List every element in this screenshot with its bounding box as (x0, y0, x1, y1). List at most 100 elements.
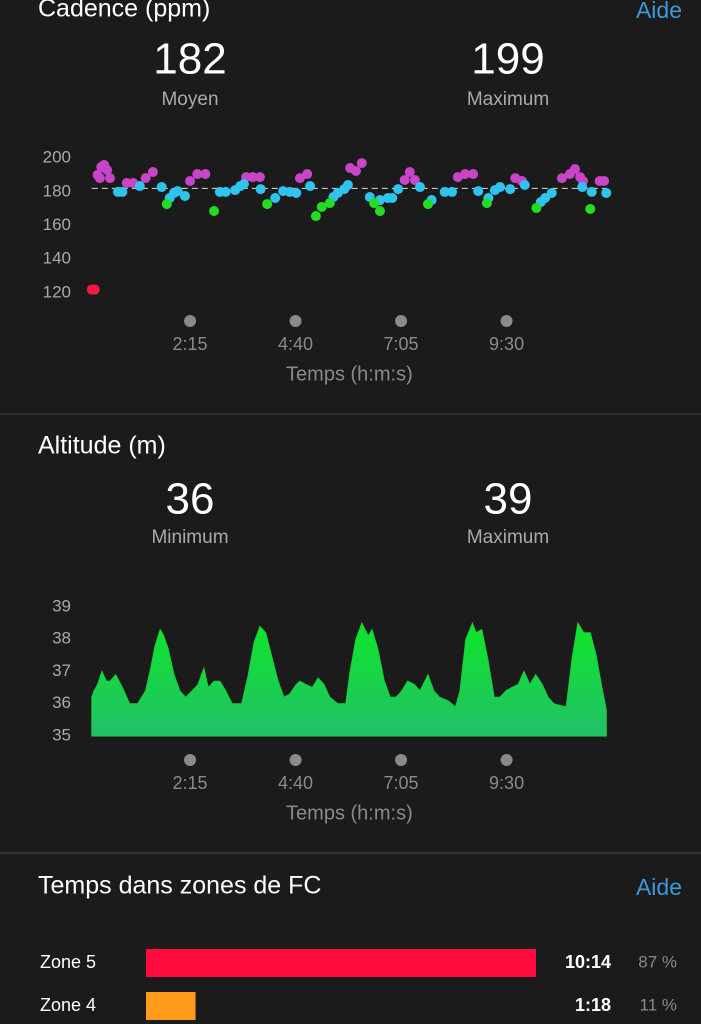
help-link[interactable]: Aide (636, 874, 682, 900)
cadence-point (439, 186, 450, 197)
cadence-point (387, 193, 398, 204)
cadence-point (468, 169, 479, 180)
cadence-point (414, 182, 425, 193)
cadence-point (409, 174, 420, 185)
cadence-point (374, 205, 385, 216)
cadence-point (556, 173, 567, 184)
cadence-point (569, 163, 580, 174)
cadence-point (238, 179, 249, 190)
cadence-point (294, 173, 305, 184)
section-title: Temps dans zones de FC (38, 872, 321, 900)
y-tick-label: 36 (52, 693, 71, 712)
cadence-point (399, 174, 410, 185)
cadence-point (546, 187, 557, 198)
zone-label: Zone 5 (40, 952, 96, 972)
cadence-point (192, 169, 203, 180)
cadence-point (255, 184, 266, 195)
cadence-point (356, 158, 367, 169)
x-axis-title: Temps (h:m:s) (286, 363, 413, 385)
cadence-point (519, 180, 530, 191)
cadence-point (209, 205, 220, 216)
cadence-point (473, 186, 484, 197)
x-tick-label: 2:15 (173, 334, 208, 354)
cadence-point (316, 201, 327, 212)
x-tick-dot (500, 754, 513, 766)
altitude-area (91, 621, 607, 737)
zone-bar (146, 949, 536, 977)
zone-time: 1:18 (575, 995, 611, 1015)
y-tick-label: 180 (43, 181, 71, 200)
cadence-point (505, 184, 516, 195)
x-tick-dot (184, 315, 197, 327)
x-tick-dot (500, 315, 513, 327)
y-tick-label: 35 (52, 725, 71, 744)
cadence-point (601, 187, 612, 198)
stat-label: Minimum (151, 527, 228, 548)
cadence-point (247, 172, 258, 183)
x-tick-label: 7:05 (384, 773, 419, 793)
x-tick-dot (184, 754, 197, 766)
stat-label: Maximum (467, 89, 549, 110)
stat-value: 39 (484, 475, 533, 524)
cadence-point (140, 173, 151, 184)
section-title: Altitude (m) (38, 432, 166, 460)
cadence-point (447, 186, 458, 197)
cadence-point (310, 211, 321, 222)
cadence-point (481, 198, 492, 209)
cadence-point (117, 186, 128, 197)
cadence-point (324, 198, 335, 209)
y-tick-label: 140 (43, 249, 71, 268)
x-tick-label: 2:15 (173, 773, 208, 793)
x-tick-label: 4:40 (278, 773, 313, 793)
cadence-point (254, 172, 265, 183)
cadence-point (404, 167, 415, 178)
cadence-point (422, 199, 433, 210)
y-tick-label: 160 (43, 215, 71, 234)
zone-time: 10:14 (565, 952, 611, 972)
cadence-point (586, 186, 597, 197)
cadence-point (156, 182, 167, 193)
stat-value: 182 (153, 35, 226, 84)
zone-share: 87 % (638, 952, 677, 971)
zone-share: 11 % (640, 995, 678, 1014)
cadence-point (102, 165, 113, 176)
y-tick-label: 200 (43, 148, 71, 167)
x-tick-label: 4:40 (278, 334, 313, 354)
cadence-point (147, 167, 158, 178)
cadence-point (585, 203, 596, 214)
x-tick-dot (289, 754, 302, 766)
stat-label: Maximum (467, 527, 549, 548)
y-tick-label: 39 (52, 596, 71, 615)
cadence-point (94, 173, 105, 184)
cadence-point (342, 180, 353, 191)
y-tick-label: 120 (43, 282, 71, 301)
zone-label: Zone 4 (40, 995, 96, 1015)
stat-label: Moyen (161, 89, 218, 110)
cadence-point (291, 187, 302, 198)
cadence-point (599, 175, 610, 186)
zone-bar (146, 992, 196, 1020)
cadence-point (531, 202, 542, 213)
cadence-point (179, 190, 190, 201)
cadence-point (305, 181, 316, 192)
x-tick-label: 9:30 (489, 773, 524, 793)
cadence-point (185, 175, 196, 186)
cadence-point (104, 173, 115, 184)
cadence-point (302, 169, 313, 180)
cadence-point (369, 198, 380, 209)
cadence-point (393, 184, 404, 195)
help-link[interactable]: Aide (636, 0, 682, 23)
cadence-point (350, 166, 361, 177)
x-tick-dot (289, 315, 302, 327)
cadence-point (495, 182, 506, 193)
cadence-point (134, 181, 145, 192)
x-tick-label: 7:05 (384, 334, 419, 354)
x-axis-title: Temps (h:m:s) (286, 802, 413, 824)
cadence-point (262, 199, 273, 210)
cadence-point (161, 199, 172, 210)
x-tick-dot (395, 754, 408, 766)
y-tick-label: 37 (52, 661, 71, 680)
